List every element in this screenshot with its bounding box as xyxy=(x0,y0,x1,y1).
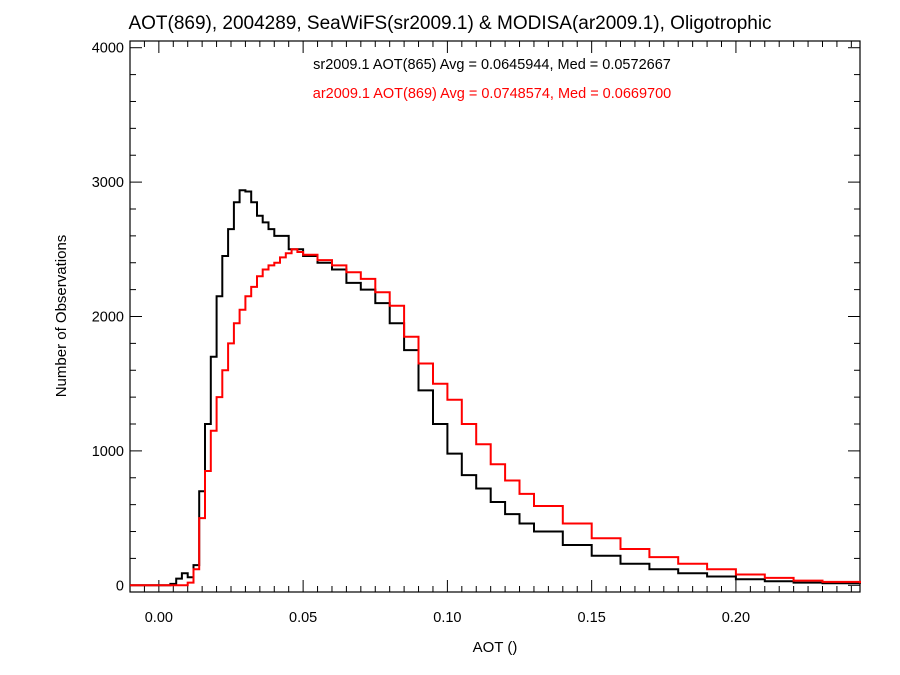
series-layer xyxy=(130,189,861,587)
x-axis-label: AOT () xyxy=(473,639,518,656)
y-tick-label: 3000 xyxy=(92,175,124,191)
x-tick-label: 0.15 xyxy=(578,610,606,626)
series-black-line xyxy=(130,189,861,587)
y-tick-label: 2000 xyxy=(92,310,124,326)
x-tick-label: 0.05 xyxy=(289,610,317,626)
series-red-line xyxy=(130,248,861,587)
y-tick-label: 0 xyxy=(116,578,124,594)
y-axis-label: Number of Observations xyxy=(53,235,70,398)
y-tick-label: 4000 xyxy=(92,41,124,57)
x-tick-label: 0.20 xyxy=(722,610,750,626)
x-tick-label: 0.00 xyxy=(145,610,173,626)
x-axis: 0.00 0.05 0.10 0.15 0.20 xyxy=(129,41,852,626)
chart-title: AOT(869), 2004289, SeaWiFS(sr2009.1) & M… xyxy=(128,13,771,34)
y-axis: 0 1000 2000 3000 4000 xyxy=(92,41,860,594)
legend-entry-red: ar2009.1 AOT(869) Avg = 0.0748574, Med =… xyxy=(313,86,671,102)
x-tick-label: 0.10 xyxy=(433,610,461,626)
legend-entry-black: sr2009.1 AOT(865) Avg = 0.0645944, Med =… xyxy=(313,57,671,73)
y-tick-label: 1000 xyxy=(92,444,124,460)
